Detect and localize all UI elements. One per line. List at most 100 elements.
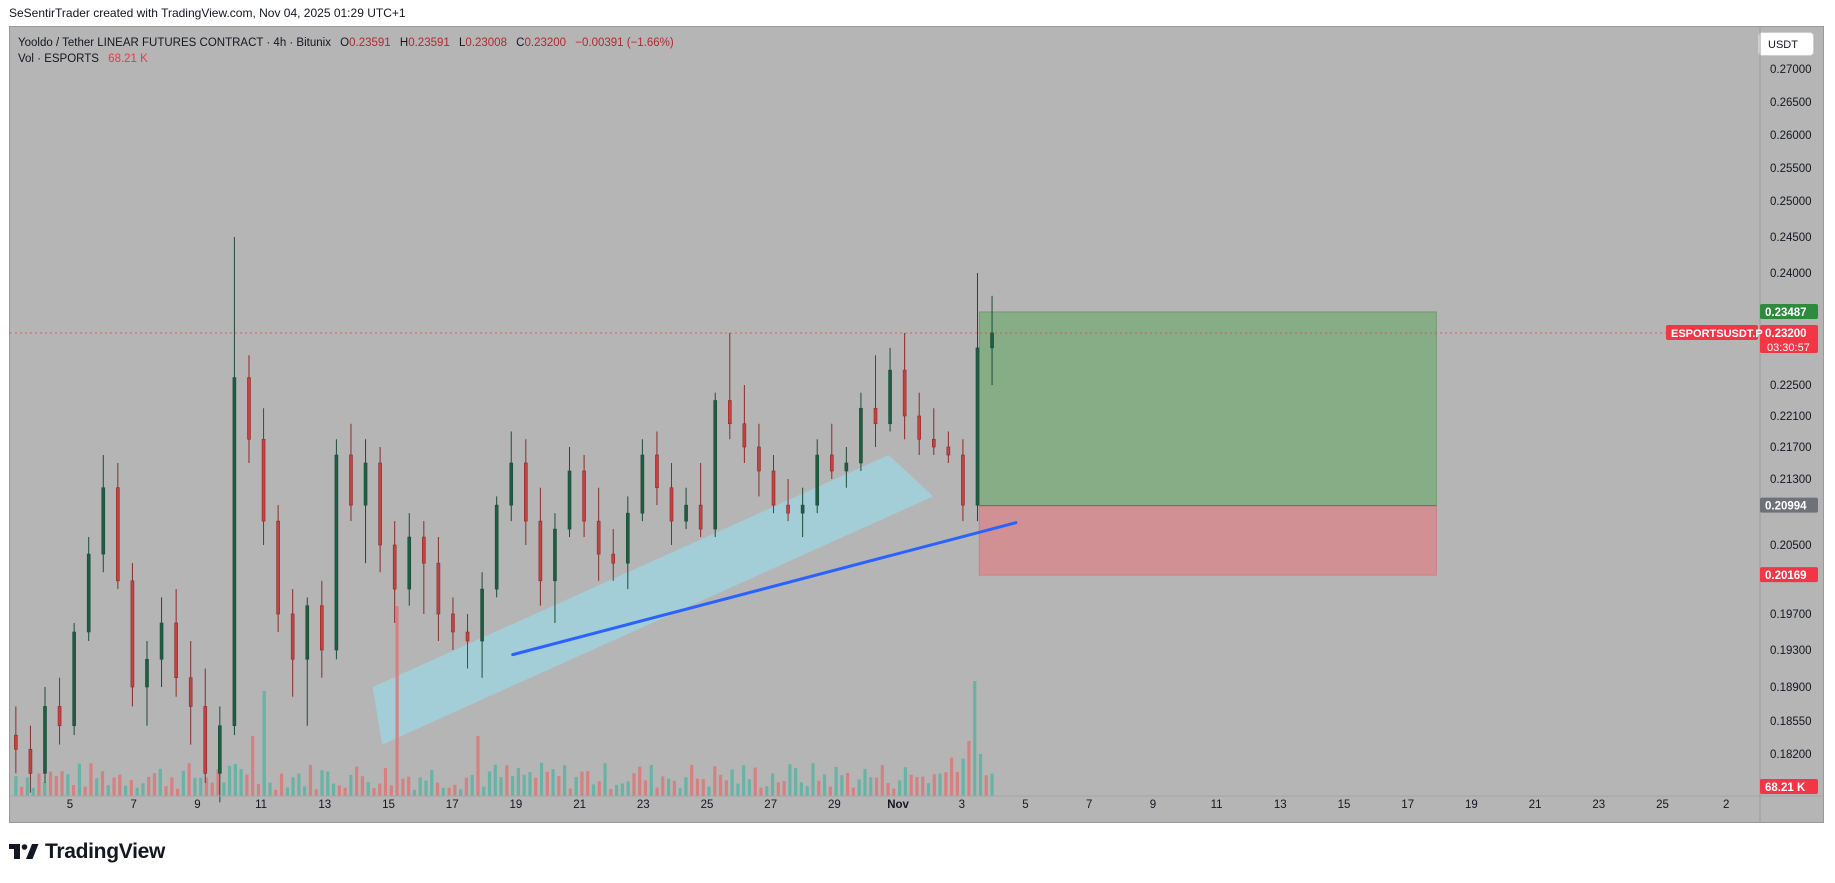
last-price-tag[interactable]: 0.23200 [1765, 328, 1807, 340]
candle[interactable] [859, 407, 863, 464]
candle[interactable] [669, 487, 674, 522]
candle[interactable] [990, 332, 994, 349]
candle[interactable] [800, 504, 805, 514]
candle[interactable] [829, 454, 834, 472]
volume-bar [314, 789, 318, 796]
volume-tag[interactable]: 68.21 K [1765, 782, 1806, 794]
candle[interactable] [480, 588, 484, 642]
candle[interactable] [14, 734, 18, 750]
candle[interactable] [422, 536, 426, 564]
legend-volume-label[interactable]: Vol · ESPORTS [18, 53, 99, 65]
volume-bar [695, 778, 700, 796]
candle[interactable] [203, 706, 208, 774]
candle[interactable] [188, 677, 193, 707]
candle[interactable] [378, 462, 382, 546]
volume-bar [528, 772, 532, 796]
candle[interactable] [465, 631, 470, 642]
candle[interactable] [727, 400, 732, 425]
target-zone[interactable] [978, 311, 1437, 507]
candle[interactable] [713, 400, 718, 530]
stop-price-tag[interactable]: 0.20169 [1765, 570, 1807, 582]
candle[interactable] [684, 504, 688, 522]
candle[interactable] [626, 512, 630, 564]
candle[interactable] [159, 622, 164, 660]
volume-bar [557, 775, 561, 796]
volume-bar [158, 768, 162, 796]
candle[interactable] [145, 658, 149, 688]
candle[interactable] [553, 528, 557, 582]
candle[interactable] [218, 725, 222, 774]
candle[interactable] [873, 407, 878, 425]
volume-bar [932, 774, 936, 796]
volume-bar [199, 777, 203, 796]
legend-symbol[interactable]: Yooldo / Tether LINEAR FUTURES CONTRACT … [18, 37, 331, 49]
candle[interactable] [757, 446, 761, 472]
candle[interactable] [582, 470, 586, 522]
volume-bar [83, 786, 87, 796]
chart-frame[interactable]: Yooldo / Tether LINEAR FUTURES CONTRACT … [9, 26, 1824, 823]
candle[interactable] [640, 454, 645, 514]
candle[interactable] [305, 605, 310, 660]
candle[interactable] [72, 631, 76, 727]
candle[interactable] [101, 487, 106, 555]
volume-bar [100, 771, 105, 796]
target-price-tag[interactable]: 0.23487 [1765, 307, 1807, 319]
candle[interactable] [509, 462, 514, 506]
candle[interactable] [844, 462, 849, 472]
candle[interactable] [524, 462, 528, 522]
candle[interactable] [334, 454, 339, 651]
candle[interactable] [247, 377, 251, 440]
candle[interactable] [567, 470, 572, 530]
candle[interactable] [742, 423, 747, 448]
candle[interactable] [174, 622, 178, 679]
candle[interactable] [363, 462, 368, 506]
candle[interactable] [28, 748, 33, 774]
candle[interactable] [815, 454, 820, 506]
candle[interactable] [655, 454, 659, 489]
stop-zone[interactable] [978, 505, 1437, 576]
candle[interactable] [57, 706, 62, 727]
candle[interactable] [902, 369, 907, 417]
candle[interactable] [888, 369, 892, 425]
volume-bar [776, 782, 780, 796]
candle[interactable] [232, 377, 237, 727]
candle[interactable] [538, 520, 543, 582]
candle[interactable] [946, 446, 951, 456]
candle[interactable] [130, 580, 135, 688]
candle[interactable] [931, 438, 936, 448]
volume-bar [349, 774, 353, 796]
candle[interactable] [116, 487, 120, 582]
candle[interactable] [261, 438, 266, 522]
candle[interactable] [786, 504, 790, 514]
candle[interactable] [436, 562, 441, 615]
candle[interactable] [392, 544, 397, 590]
candle[interactable] [961, 454, 965, 506]
candle[interactable] [407, 536, 412, 590]
candle[interactable] [320, 605, 324, 651]
time-axis-tick: 3 [959, 799, 965, 811]
currency-button[interactable]: USDT [1758, 32, 1814, 56]
entry-price-tag[interactable]: 0.20994 [1765, 501, 1807, 513]
candle[interactable] [698, 504, 703, 530]
symbol-label[interactable]: ESPORTSUSDT.P [1671, 328, 1763, 340]
candle[interactable] [290, 613, 295, 660]
candle[interactable] [276, 520, 280, 615]
candle[interactable] [86, 553, 91, 633]
chart-credit: SeSentirTrader created with TradingView.… [9, 6, 406, 20]
candle[interactable] [917, 415, 922, 440]
volume-bar [233, 764, 237, 796]
candle[interactable] [771, 470, 776, 506]
candle[interactable] [611, 553, 616, 564]
candle[interactable] [596, 520, 601, 555]
candle[interactable] [975, 347, 980, 506]
candle[interactable] [43, 706, 47, 774]
volume-bar [222, 782, 226, 796]
volume-bar [892, 788, 896, 796]
trendline[interactable] [511, 521, 1018, 657]
candle[interactable] [349, 454, 353, 506]
time-axis-tick: 17 [446, 799, 459, 811]
candle[interactable] [494, 504, 499, 590]
trend-channel[interactable] [372, 455, 934, 745]
candle[interactable] [451, 613, 455, 633]
